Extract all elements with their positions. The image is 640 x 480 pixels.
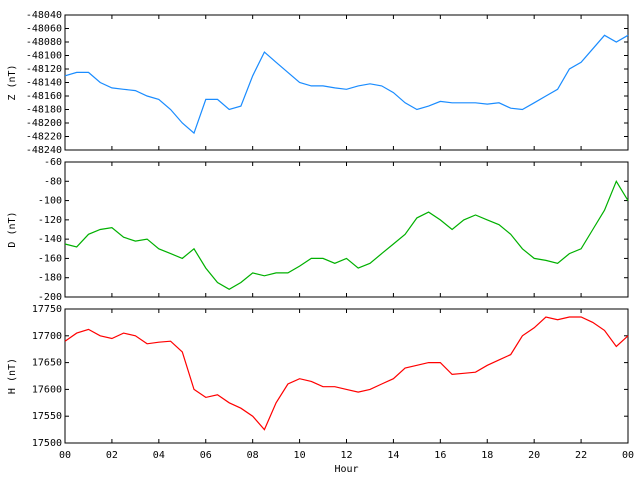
x-tick-label: 18 [481,450,493,461]
y-tick-label: -120 [38,215,62,226]
data-line [64,179,629,290]
y-tick-label: 17550 [32,411,62,422]
y-tick-label: -48180 [26,105,62,116]
y-tick-label: -140 [38,234,62,245]
y-tick-label: -180 [38,273,62,284]
y-tick-label: -160 [38,253,62,264]
y-tick-label: -48200 [26,118,62,129]
y-axis-label: D (nT) [7,211,18,247]
y-tick-label: 17650 [32,358,62,369]
y-tick-label: 17600 [32,384,62,395]
x-tick-label: 16 [434,450,446,461]
plot-frame [64,308,629,444]
x-tick-label: 00 [59,450,71,461]
data-line [64,34,629,135]
y-tick-label: -80 [44,176,62,187]
x-axis-label: Hour [334,464,358,475]
y-tick-label: 17750 [32,304,62,315]
y-tick-label: -48120 [26,64,62,75]
x-tick-label: 02 [106,450,118,461]
plot-frame [64,161,629,298]
x-tick-label: 04 [153,450,165,461]
y-tick-label: -48040 [26,10,62,21]
x-tick-label: 06 [200,450,212,461]
y-tick-label: -48160 [26,91,62,102]
y-tick-label: -60 [44,157,62,168]
y-tick-label: -48060 [26,24,62,35]
x-tick-label: 10 [294,450,306,461]
x-tick-label: 12 [340,450,352,461]
x-tick-label: 00 [622,450,634,461]
y-tick-label: 17700 [32,331,62,342]
y-axis-label: H (nT) [7,358,18,394]
y-axis-label: Z (nT) [7,64,18,100]
y-tick-label: -100 [38,196,62,207]
x-tick-label: 22 [575,450,587,461]
y-tick-label: -48080 [26,37,62,48]
y-tick-label: -48220 [26,132,62,143]
y-tick-label: 17500 [32,438,62,449]
y-tick-label: -48140 [26,78,62,89]
y-tick-label: -200 [38,292,62,303]
plot-frame [64,14,629,151]
y-tick-label: -48240 [26,145,62,156]
x-tick-label: 14 [387,450,399,461]
x-tick-label: 20 [528,450,540,461]
y-tick-label: -48100 [26,51,62,62]
x-tick-label: 08 [247,450,259,461]
data-line [64,316,629,431]
